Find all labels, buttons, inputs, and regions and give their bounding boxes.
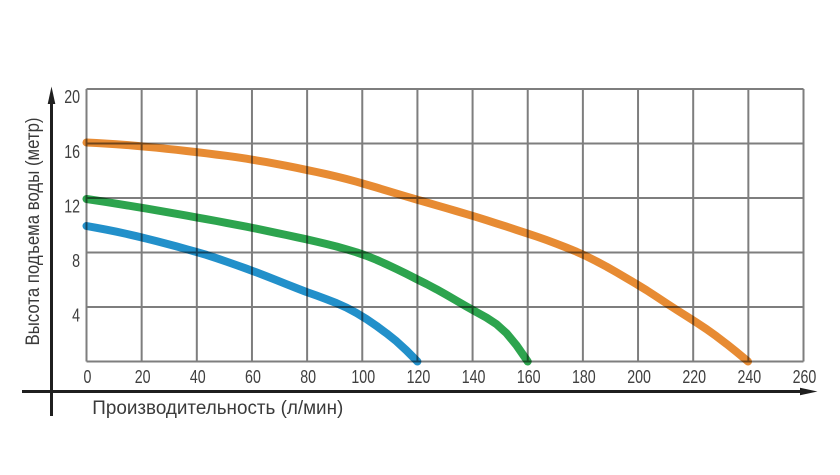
- svg-text:240: 240: [738, 367, 762, 387]
- svg-text:180: 180: [572, 367, 596, 387]
- svg-text:Высота подъема воды (метр): Высота подъема воды (метр): [22, 118, 44, 346]
- svg-text:120: 120: [407, 367, 431, 387]
- svg-text:8: 8: [72, 251, 80, 271]
- svg-text:Производительность (л/мин): Производительность (л/мин): [92, 397, 343, 419]
- svg-text:0: 0: [84, 367, 92, 387]
- svg-text:260: 260: [793, 367, 817, 387]
- svg-text:140: 140: [462, 367, 486, 387]
- svg-text:200: 200: [627, 367, 651, 387]
- svg-text:100: 100: [351, 367, 375, 387]
- svg-text:20: 20: [135, 367, 151, 387]
- svg-text:12: 12: [64, 197, 80, 217]
- svg-text:220: 220: [682, 367, 706, 387]
- svg-text:16: 16: [64, 142, 80, 162]
- svg-text:80: 80: [300, 367, 316, 387]
- svg-text:4: 4: [72, 306, 80, 326]
- svg-text:160: 160: [517, 367, 541, 387]
- svg-text:20: 20: [64, 87, 80, 107]
- svg-text:60: 60: [245, 367, 261, 387]
- svg-text:40: 40: [190, 367, 206, 387]
